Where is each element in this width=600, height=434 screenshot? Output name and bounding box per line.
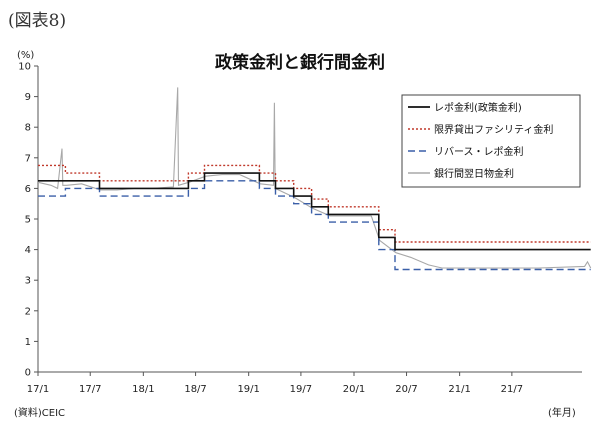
x-tick-label: 21/1 [448,384,470,395]
x-tick-label: 20/7 [395,384,417,395]
y-tick-label: 3 [25,276,31,287]
chart-title: 政策金利と銀行間金利 [215,53,385,73]
legend-label-1: レポ金利(政策金利) [434,101,522,114]
x-tick-label: 19/7 [290,384,312,395]
legend-label-3: リバース・レポ金利 [434,145,524,158]
y-tick-label: 7 [25,153,31,164]
y-tick-label: 1 [25,337,31,348]
x-tick-label: 18/1 [132,384,154,395]
source-note: (資料)CEIC [14,408,66,419]
series-line-3 [38,180,591,271]
y-tick-label: 10 [18,62,31,73]
x-tick-label: 19/1 [237,384,259,395]
figure-label: (図表8) [8,11,67,31]
series-line-4 [37,87,592,269]
y-tick-label: 4 [25,245,31,256]
legend-label-2: 限界貸出ファシリティ金利 [434,123,553,136]
x-tick-label: 17/1 [27,384,49,395]
legend-label-4: 銀行間翌日物金利 [434,167,514,180]
x-tick-label: 21/7 [501,384,523,395]
y-tick-label: 9 [25,92,31,103]
y-tick-label: 6 [25,184,31,195]
y-tick-label: 5 [25,215,31,226]
y-tick-label: 8 [25,123,31,134]
y-tick-label: 0 [25,368,31,379]
x-axis-unit-label: (年月) [548,408,576,419]
x-tick-label: 17/7 [79,384,101,395]
x-tick-label: 18/7 [184,384,206,395]
y-axis-unit-label: (%) [17,50,35,61]
x-tick-label: 20/1 [343,384,365,395]
series-line-1 [38,172,591,251]
legend-box [401,94,581,188]
y-tick-label: 2 [25,306,31,317]
